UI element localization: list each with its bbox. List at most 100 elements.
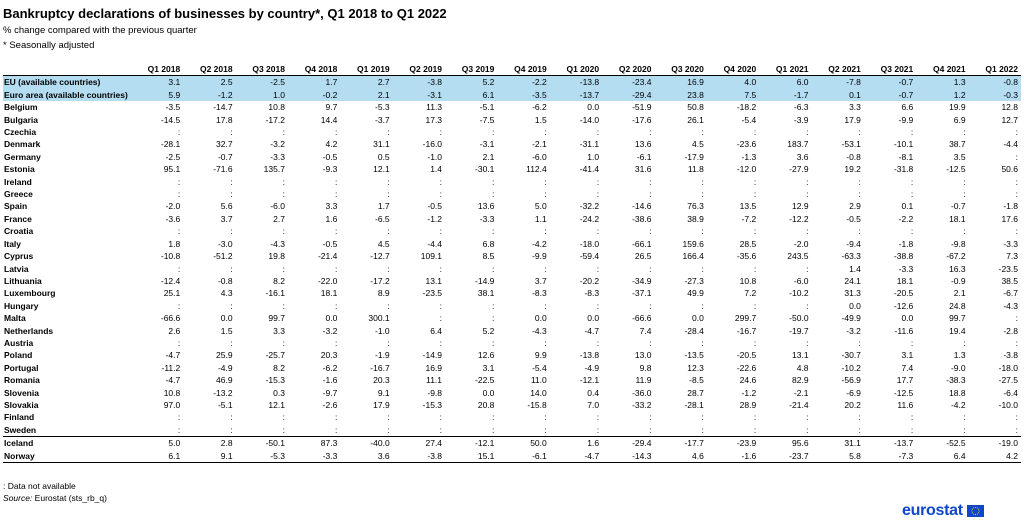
table-cell: : bbox=[230, 263, 233, 274]
table-cell: : bbox=[806, 263, 809, 274]
table-cell: -1.6 bbox=[322, 375, 338, 386]
table-cell: -2.5 bbox=[235, 75, 288, 89]
table-cell: -0.5 bbox=[322, 238, 338, 249]
table-cell: 28.5 bbox=[739, 238, 757, 249]
table-cell: : bbox=[492, 127, 495, 138]
subtitle-note: * Seasonally adjusted bbox=[3, 40, 95, 51]
table-cell: : bbox=[858, 412, 861, 423]
table-cell: 166.4 bbox=[682, 251, 704, 262]
table-row: Austria::::::::::::::::: bbox=[3, 337, 1021, 349]
table-cell: : bbox=[596, 189, 600, 200]
table-row: Ireland::::::::::::::::: bbox=[3, 176, 1021, 188]
table-cell: : bbox=[910, 176, 914, 187]
country-name: Poland bbox=[4, 350, 33, 361]
table-cell: -7.5 bbox=[479, 114, 495, 125]
country-name: Lithuania bbox=[4, 275, 42, 286]
table-cell: -52.5 bbox=[916, 436, 969, 450]
table-cell: -0.2 bbox=[287, 88, 341, 102]
table-row: Germany -2.5 -0.7 -3.3 -0.5 0.5 -1.0 2.1 -6.0 1.0… bbox=[3, 151, 1021, 163]
table-cell: : bbox=[282, 412, 285, 423]
table-cell: : bbox=[230, 424, 233, 435]
table-cell: 5.0 bbox=[534, 201, 547, 212]
table-cell: -12.5 bbox=[893, 387, 914, 398]
table-cell: 3.3 bbox=[273, 325, 285, 336]
table-cell: -67.2 bbox=[946, 251, 966, 262]
table-cell: : bbox=[701, 412, 704, 423]
table-cell: 31.1 bbox=[373, 139, 390, 150]
table-cell: : bbox=[387, 189, 390, 200]
flag-star bbox=[971, 508, 973, 510]
country-name: Croatia bbox=[4, 226, 34, 237]
table-row: Romania -4.7 46.9 -15.3 -1.6 20.3 11.1 -22.5 11.… bbox=[3, 374, 1021, 386]
table-cell: : bbox=[910, 127, 914, 138]
table-cell: -2.0 bbox=[793, 238, 809, 249]
table-cell: 11.6 bbox=[897, 399, 914, 410]
table-cell: 4.6 bbox=[654, 449, 707, 463]
table-cell: -28.1 bbox=[160, 139, 181, 150]
table-body: EU (available countries) 3.1 2.5 -2.5 1.7 2.7… bbox=[3, 75, 1021, 463]
table-cell: -1.9 bbox=[375, 350, 390, 361]
table-cell: : bbox=[334, 226, 338, 237]
table-cell: 299.7 bbox=[734, 313, 757, 324]
table-cell: -7.8 bbox=[811, 75, 864, 89]
table-cell: 18.1 bbox=[949, 213, 966, 224]
table-cell: 20.2 bbox=[844, 399, 861, 410]
table-cell: -29.4 bbox=[602, 88, 655, 102]
table-cell: 50.8 bbox=[687, 102, 704, 113]
table-cell: : bbox=[544, 412, 547, 423]
table-cell: -5.4 bbox=[532, 362, 547, 373]
table-cell: -3.2 bbox=[846, 325, 861, 336]
table-cell: 14.4 bbox=[320, 114, 338, 125]
table-cell: 10.8 bbox=[739, 275, 757, 286]
table-cell: -28.1 bbox=[684, 399, 704, 410]
table-cell: 3.3 bbox=[325, 201, 338, 212]
table-cell: 0.0 bbox=[482, 387, 495, 398]
table-cell: 2.1 bbox=[482, 151, 495, 162]
table-cell: : bbox=[387, 263, 390, 274]
table-row: Slovakia 97.0 -5.1 12.1 -2.6 17.9 -15.3 20.8 -15… bbox=[3, 399, 1021, 411]
table-cell: : bbox=[753, 412, 757, 423]
table-cell: : bbox=[649, 424, 652, 435]
table-cell: : bbox=[910, 412, 914, 423]
table-cell: -6.7 bbox=[1003, 288, 1018, 299]
table-row: Luxembourg 25.1 4.3 -16.1 18.1 8.9 -23.5 38.1 -8… bbox=[3, 287, 1021, 299]
table-cell: 0.1 bbox=[901, 201, 914, 212]
table-cell: 7.4 bbox=[901, 362, 914, 373]
table-cell: 25.9 bbox=[216, 350, 233, 361]
table-cell: 1.3 bbox=[916, 75, 969, 89]
column-header: Q3 2019 bbox=[445, 63, 498, 77]
table-cell: 19.2 bbox=[844, 164, 861, 175]
table-cell: -33.2 bbox=[632, 399, 652, 410]
table-cell: -8.3 bbox=[532, 288, 547, 299]
table-cell: 5.0 bbox=[130, 436, 184, 450]
flag-star bbox=[971, 510, 973, 512]
table-cell: : bbox=[753, 424, 757, 435]
table-cell: 3.3 bbox=[849, 102, 861, 113]
table-cell: -3.3 bbox=[1003, 238, 1018, 249]
table-cell: -23.9 bbox=[706, 436, 760, 450]
table-cell: : bbox=[858, 127, 861, 138]
table-cell: 6.1 bbox=[130, 449, 184, 463]
column-header: Q3 2018 bbox=[235, 63, 288, 77]
table-cell: 10.8 bbox=[163, 387, 181, 398]
table-cell: -51.2 bbox=[213, 251, 233, 262]
table-cell: : bbox=[701, 127, 704, 138]
table-cell: -1.2 bbox=[741, 387, 757, 398]
table-cell: -4.7 bbox=[549, 449, 603, 463]
page-title: Bankruptcy declarations of businesses by… bbox=[3, 6, 447, 21]
table-cell: : bbox=[701, 226, 704, 237]
table-cell: 2.7 bbox=[340, 75, 393, 89]
table-cell: 1.5 bbox=[534, 114, 547, 125]
table-cell: -3.2 bbox=[270, 139, 285, 150]
table-cell: 11.1 bbox=[426, 375, 443, 386]
table-cell: 11.3 bbox=[426, 102, 443, 113]
table-cell: -66.6 bbox=[632, 313, 652, 324]
table-row: Portugal -11.2 -4.9 8.2 -6.2 -16.7 16.9 3.1 -5.4… bbox=[3, 362, 1021, 374]
table-cell: -8.5 bbox=[689, 375, 704, 386]
table-cell: -1.3 bbox=[741, 151, 757, 162]
table-cell: 31.1 bbox=[811, 436, 864, 450]
table-cell: 16.3 bbox=[949, 263, 966, 274]
table-cell: 9.9 bbox=[534, 350, 547, 361]
table-cell: -34.9 bbox=[632, 275, 652, 286]
table-cell: 28.7 bbox=[687, 387, 704, 398]
